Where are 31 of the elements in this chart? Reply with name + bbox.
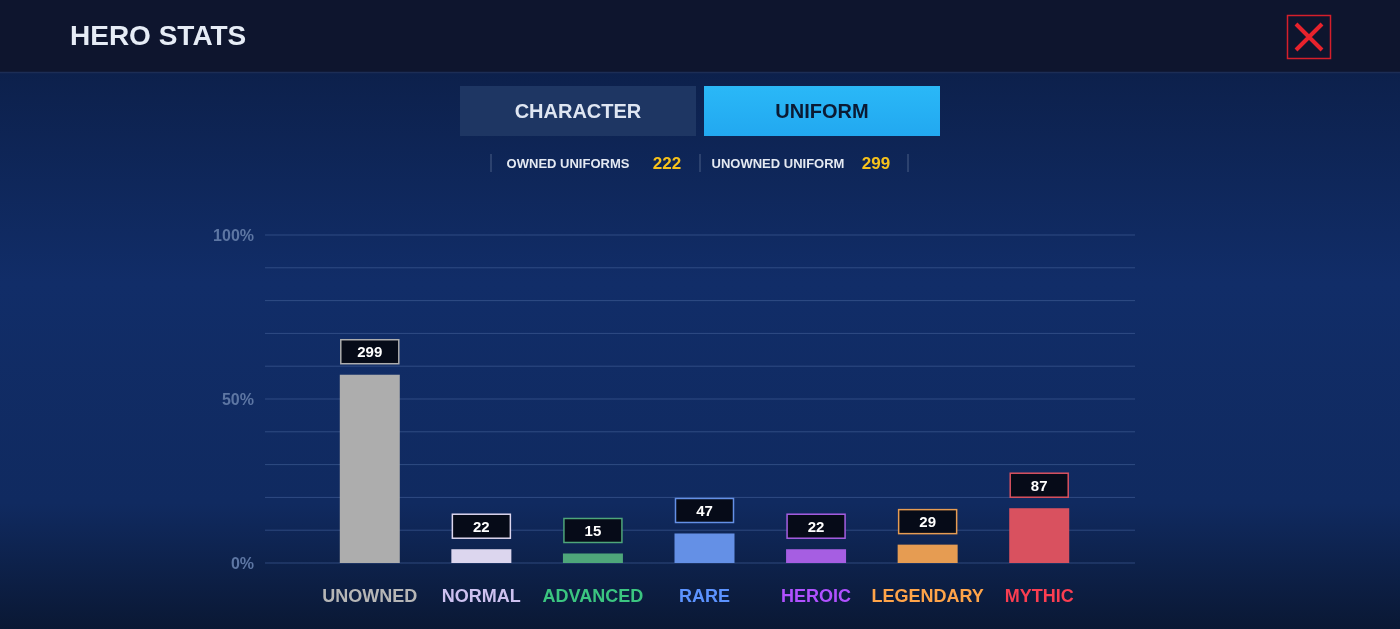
text: UNOWNED UNIFORM — [711, 156, 845, 171]
annotation: 87 — [1030, 476, 1048, 494]
annotation: 299 — [357, 343, 383, 361]
chart-title: HERO STATS — [70, 20, 247, 51]
x-tick-label: MYTHIC — [1004, 586, 1074, 606]
x-tick-label: UNOWNED — [322, 586, 418, 606]
text: OWNED UNIFORMS — [506, 156, 630, 171]
annotation: 22 — [473, 517, 490, 535]
bar — [339, 374, 400, 563]
text: 299 — [861, 154, 891, 173]
bar — [562, 553, 623, 563]
text: UNIFORM — [775, 100, 869, 122]
bar — [674, 533, 735, 563]
x-tick-label: ADVANCED — [542, 586, 644, 606]
bar — [1009, 508, 1070, 563]
x-tick-label: NORMAL — [441, 586, 521, 606]
annotation: 29 — [919, 513, 936, 531]
y-tick-label: 100% — [213, 226, 254, 244]
annotation: 47 — [696, 501, 713, 519]
y-tick-label: 0% — [230, 554, 254, 572]
annotation: 22 — [807, 517, 825, 535]
bar — [786, 549, 847, 563]
y-tick-label: 50% — [221, 390, 254, 408]
text: 222 — [652, 154, 682, 173]
text: CHARACTER — [514, 100, 642, 122]
bar — [451, 549, 512, 563]
bar — [897, 544, 958, 563]
annotation: 15 — [584, 521, 602, 539]
x-tick-label: HEROIC — [781, 586, 852, 606]
x-tick-label: RARE — [678, 586, 731, 606]
x-tick-label: LEGENDARY — [871, 586, 984, 606]
